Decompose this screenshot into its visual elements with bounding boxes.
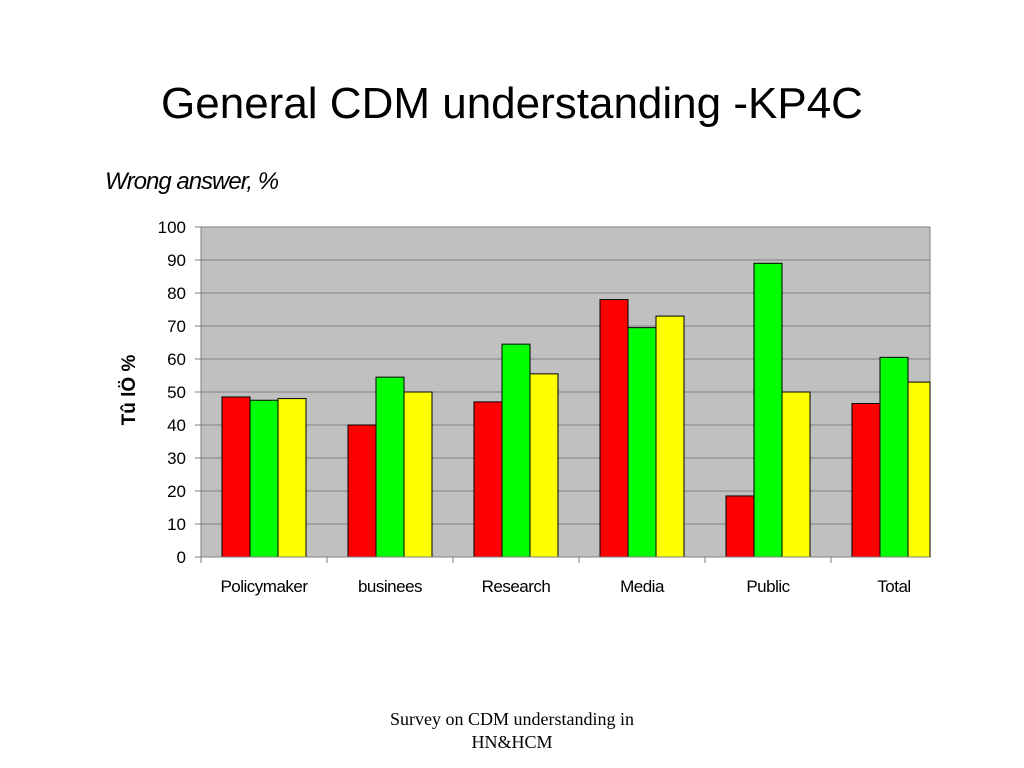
x-tick-label: Media (620, 577, 665, 596)
bar (473, 401, 503, 558)
y-tick-label: 90 (167, 251, 186, 270)
x-tick-label: Public (746, 577, 790, 596)
bar (529, 373, 559, 558)
bar (725, 495, 755, 558)
y-tick-label: 60 (167, 350, 186, 369)
x-tick-label: Total (877, 577, 910, 596)
bar (781, 391, 811, 558)
bar (879, 356, 909, 558)
bar (249, 399, 279, 558)
chart-subtitle: Wrong answer, % (105, 168, 279, 195)
y-tick-label: 0 (177, 548, 186, 567)
bar (221, 396, 251, 558)
slide-title: General CDM understanding -KP4C (161, 79, 863, 128)
y-tick-label: 80 (167, 284, 186, 303)
bar (753, 262, 783, 558)
x-tick-label: businees (358, 577, 422, 596)
bar (599, 299, 629, 558)
bar (403, 391, 433, 558)
x-tick-label: Research (482, 577, 551, 596)
bar (375, 376, 405, 558)
bar (277, 398, 307, 558)
axes: 0 10 20 30 40 50 60 70 80 90 100 Policymaker businee… (158, 218, 930, 596)
y-tick-label: 40 (167, 416, 186, 435)
bars (221, 262, 931, 558)
bar (627, 327, 657, 558)
y-tick-label: 50 (167, 383, 186, 402)
slide-footer: Survey on CDM understanding in HN&HCM (362, 708, 662, 754)
x-tick-label: Policymaker (220, 577, 308, 596)
bar (347, 424, 377, 558)
bar (907, 381, 931, 558)
y-tick-label: 10 (167, 515, 186, 534)
y-tick-label: 70 (167, 317, 186, 336)
bar (501, 343, 531, 558)
y-tick-label: 100 (158, 218, 186, 237)
y-tick-label: 30 (167, 449, 186, 468)
bar (655, 315, 685, 558)
footer-line-1: Survey on CDM understanding in (390, 709, 634, 729)
footer-line-2: HN&HCM (471, 732, 553, 752)
y-axis-label: Tû lÖ % (119, 355, 140, 426)
y-tick-label: 20 (167, 482, 186, 501)
bar (851, 403, 881, 558)
